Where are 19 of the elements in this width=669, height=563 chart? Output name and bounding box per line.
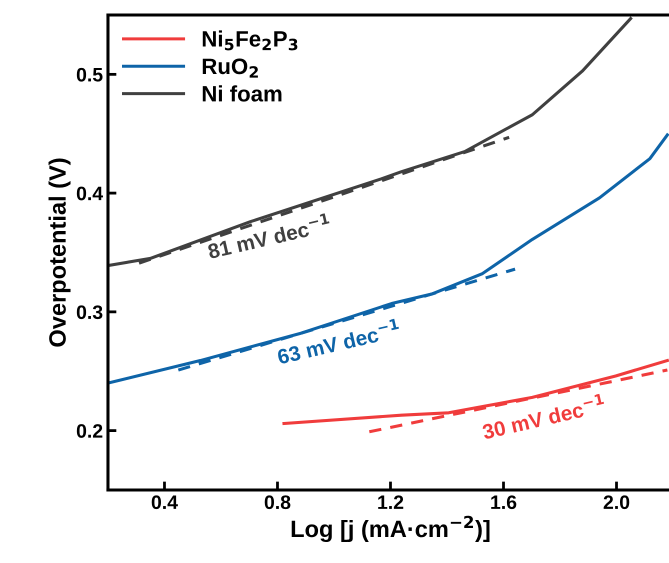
x-tick-label: 0.4 xyxy=(152,495,178,510)
line-series xyxy=(108,133,669,385)
annotation: 30 mV dec$^{−1}$ xyxy=(480,393,606,440)
x-tick-label: 1.2 xyxy=(378,495,404,509)
legend-label: Ni$_{5}$Fe$_{2}$P$_{3}$ xyxy=(202,30,298,50)
line-series xyxy=(108,17,632,268)
legend-label: RuO$_{2}$ xyxy=(202,58,258,78)
annotation: 63 mV dec$^{−1}$ xyxy=(276,318,401,364)
y-tick-label: 0.2 xyxy=(76,424,102,438)
annotation: 81 mV dec$^{−1}$ xyxy=(206,212,332,260)
y-axis-title: Overpotential (V) xyxy=(48,158,71,347)
x-tick-label: 2.0 xyxy=(604,495,630,510)
x-tick-label: 0.8 xyxy=(264,495,290,510)
x-tick-label: 1.6 xyxy=(491,495,516,510)
x-axis-title: Log [j (mA·cm$^{−2}$)] xyxy=(292,516,490,542)
y-tick-label: 0.5 xyxy=(76,68,103,82)
y-tick-label: 0.3 xyxy=(76,305,102,320)
legend-label: Ni foam xyxy=(202,85,282,102)
y-tick-label: 0.4 xyxy=(76,186,104,200)
